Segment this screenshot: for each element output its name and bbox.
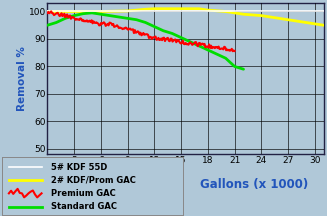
Text: Premium GAC: Premium GAC [51, 189, 115, 198]
Text: Standard GAC: Standard GAC [51, 202, 117, 211]
Y-axis label: Removal %: Removal % [17, 46, 27, 111]
Text: 2# KDF/Prom GAC: 2# KDF/Prom GAC [51, 175, 135, 184]
Text: Gallons (x 1000): Gallons (x 1000) [200, 178, 308, 191]
Text: 5# KDF 55D: 5# KDF 55D [51, 163, 107, 172]
